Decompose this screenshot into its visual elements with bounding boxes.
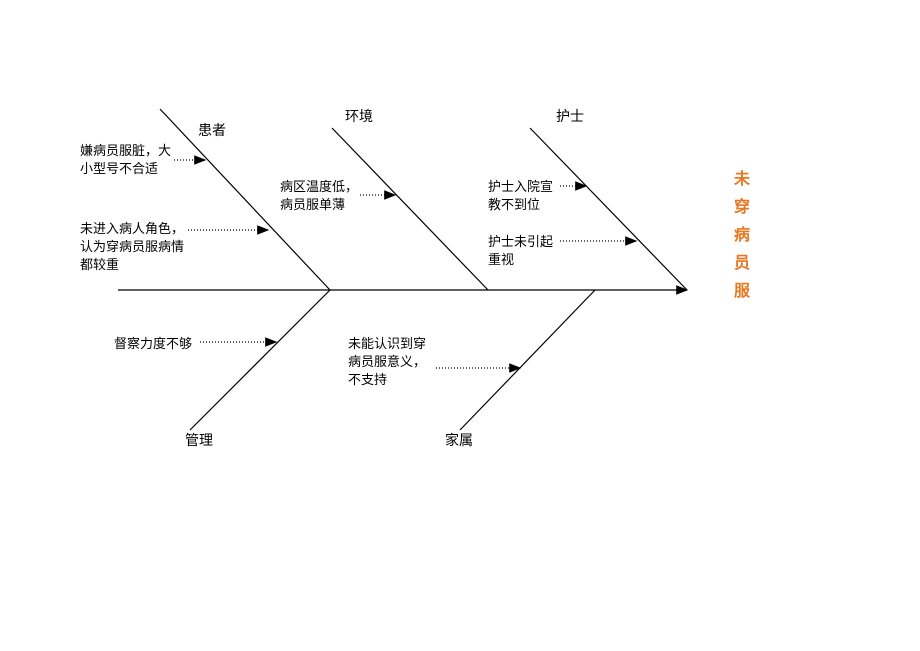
cause-nurse-3: 护士入院宣 教不到位 bbox=[488, 178, 553, 214]
category-family: 家属 bbox=[445, 432, 473, 452]
category-nurse: 护士 bbox=[556, 108, 584, 128]
cause-family-6: 未能认识到穿 病员服意义， 不支持 bbox=[348, 335, 426, 390]
effect-label: 未穿病员服 bbox=[727, 170, 751, 310]
category-patient: 患者 bbox=[198, 122, 226, 142]
cause-patient-0: 嫌病员服脏，大 小型号不合适 bbox=[80, 142, 171, 178]
cause-environment-2: 病区温度低， 病员服单薄 bbox=[280, 178, 358, 214]
category-environment: 环境 bbox=[345, 108, 373, 128]
fishbone-svg bbox=[0, 0, 920, 651]
category-management: 管理 bbox=[185, 432, 213, 452]
cause-management-5: 督察力度不够 bbox=[114, 335, 192, 353]
cause-patient-1: 未进入病人角色， 认为穿病员服病情 都较重 bbox=[80, 220, 184, 275]
cause-nurse-4: 护士未引起 重视 bbox=[488, 233, 553, 269]
